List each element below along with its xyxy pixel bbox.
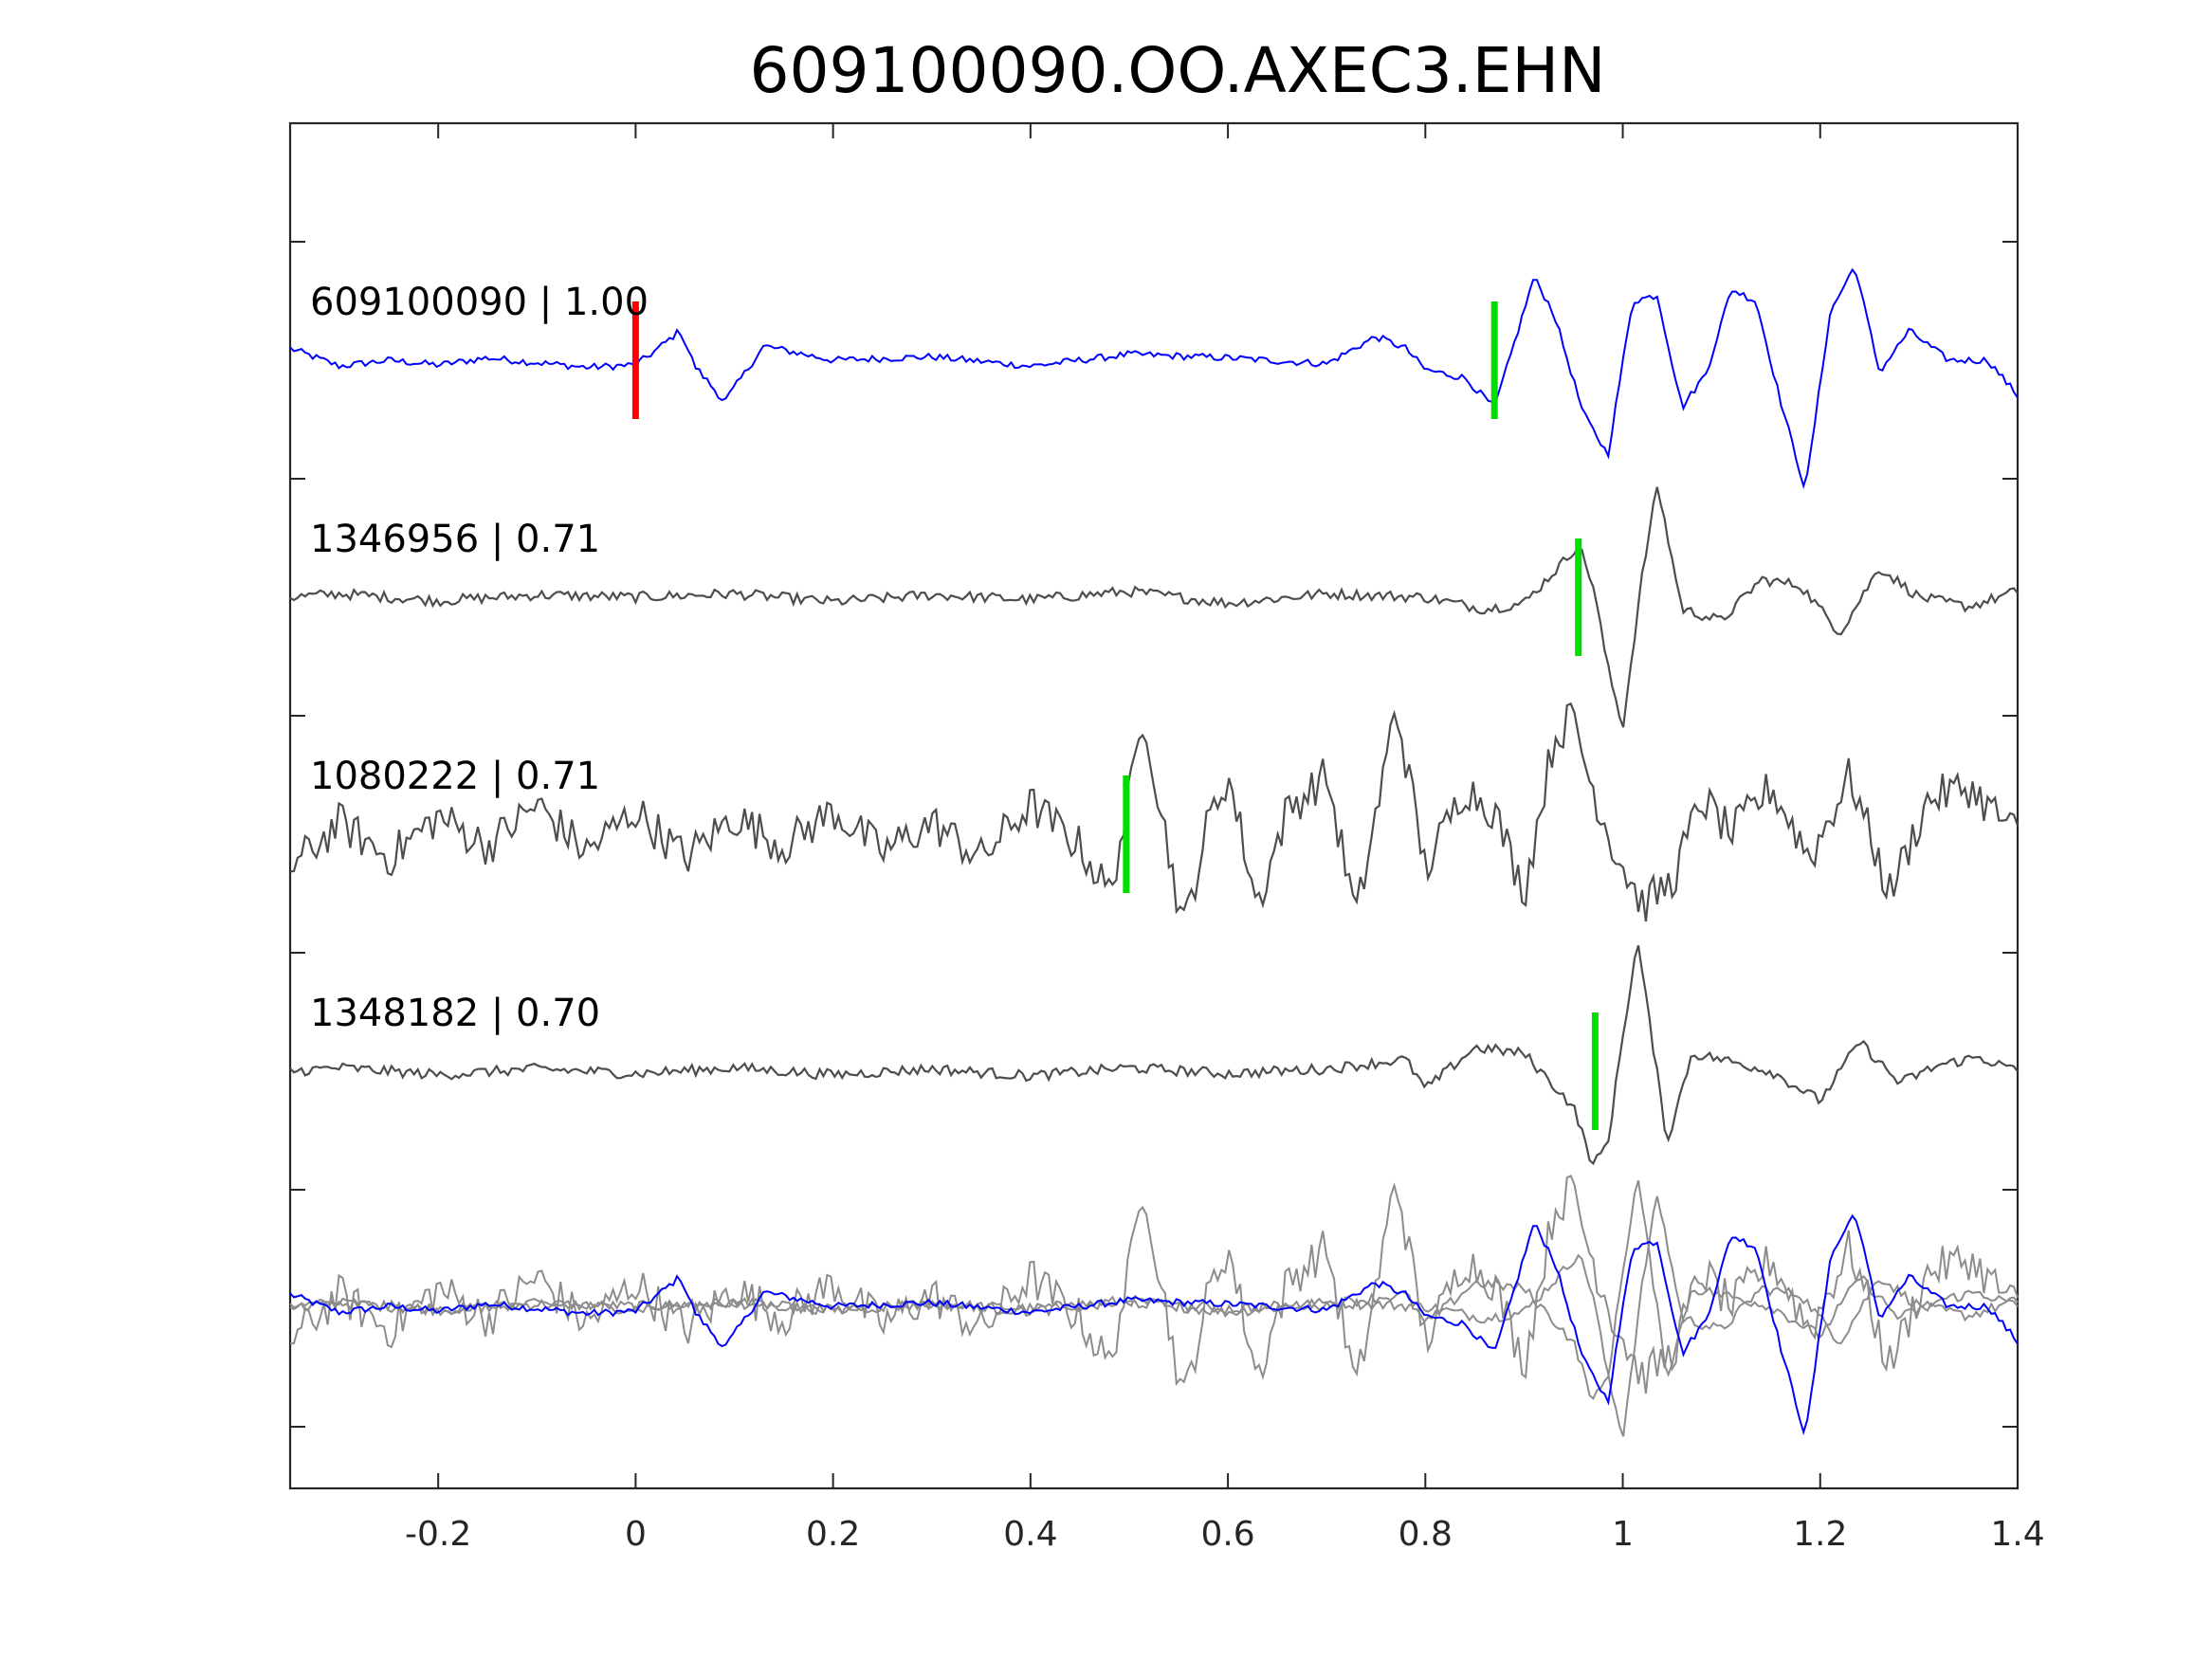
x-tick-label: 1 xyxy=(1612,1515,1634,1554)
trace-2-line xyxy=(289,486,2019,728)
x-tick-label: 1.4 xyxy=(1990,1515,2044,1554)
overlay-trace-1 xyxy=(289,1213,2019,1436)
trace-4-label: 1348182 | 0.70 xyxy=(310,992,600,1035)
phase-picks xyxy=(631,301,1599,1130)
overlay-trace-2 xyxy=(289,1195,2019,1437)
axes: -0.2 0 0.2 0.4 0.6 0.8 1 1.2 1.4 xyxy=(288,121,2045,1554)
x-tick-label: 0.2 xyxy=(806,1515,860,1554)
trace-3-label: 1080222 | 0.71 xyxy=(310,755,600,798)
x-tick-label: 0.8 xyxy=(1398,1515,1453,1554)
overlay-trace-4 xyxy=(289,1180,2019,1400)
trace-1-label: 609100090 | 1.00 xyxy=(310,281,649,324)
x-tick-label: 0 xyxy=(625,1515,647,1554)
plot-frame xyxy=(288,121,2020,1490)
chart-title: 609100090.OO.AXEC3.EHN xyxy=(750,34,1606,107)
overlay-trace-3 xyxy=(289,1174,2019,1395)
trace-labels: 609100090 | 1.00 1346956 | 0.71 1080222 | … xyxy=(310,281,649,1035)
x-tick-label: 0.4 xyxy=(1003,1515,1057,1554)
trace-1-line xyxy=(289,267,2019,490)
trace-2-label: 1346956 | 0.71 xyxy=(310,518,600,561)
traces xyxy=(289,267,2020,1166)
overlay-stack xyxy=(289,1174,2019,1437)
x-tick-label: 0.6 xyxy=(1200,1515,1254,1554)
x-tick-label: 1.2 xyxy=(1793,1515,1847,1554)
trace-3-line xyxy=(289,702,2020,922)
trace-4-line xyxy=(289,944,2019,1166)
x-tick-label: -0.2 xyxy=(405,1515,471,1554)
